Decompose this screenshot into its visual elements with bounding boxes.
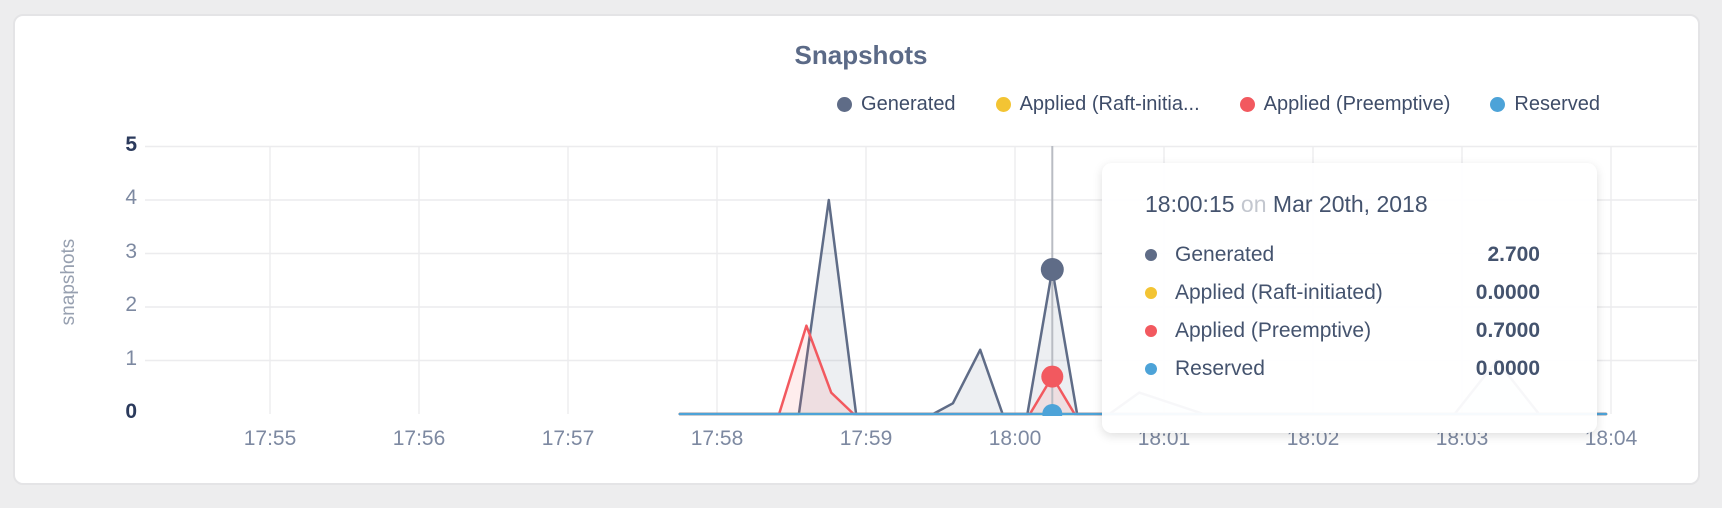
tooltip-series-value: 2.700: [1487, 243, 1540, 266]
hover-marker-generated: [1040, 258, 1064, 281]
tooltip-series-value: 0.0000: [1475, 281, 1540, 304]
tooltip-connector: on: [1240, 191, 1267, 217]
legend-item-label: Reserved: [1514, 93, 1600, 115]
tooltip-row-applied-raft-initiated: Applied (Raft-initiated) 0.0000: [1145, 274, 1540, 312]
tooltip-time: 18:00:15: [1145, 191, 1235, 217]
tooltip-series-label: Applied (Raft-initiated): [1175, 281, 1383, 304]
tooltip-series-label: Generated: [1175, 243, 1275, 266]
tooltip-series-dot-icon: [1145, 287, 1157, 299]
y-tick-label: 3: [125, 239, 137, 263]
hover-tooltip: 18:00:15 on Mar 20th, 2018 Generated 2.70…: [1102, 163, 1597, 433]
x-tick-label: 17:59: [839, 427, 893, 450]
x-tick-label: 17:58: [690, 427, 744, 450]
legend-item-label: Generated: [861, 93, 956, 115]
tooltip-series-dot-icon: [1145, 249, 1157, 261]
tooltip-series-value: 0.7000: [1475, 319, 1540, 342]
tooltip-header: 18:00:15 on Mar 20th, 2018: [1145, 191, 1540, 218]
hover-marker-applied-preemptive: [1041, 365, 1064, 388]
x-tick-label: 17:55: [243, 427, 297, 450]
tooltip-series-dot-icon: [1145, 363, 1157, 375]
x-tick-label: 17:57: [541, 427, 595, 450]
legend-swatch-icon: [837, 97, 853, 112]
legend-item-label: Applied (Raft-initia...: [1019, 93, 1200, 115]
legend-swatch-icon: [1490, 97, 1506, 112]
tooltip-row-generated: Generated 2.700: [1145, 236, 1540, 274]
y-tick-label: 0: [125, 400, 137, 423]
legend-item-generated[interactable]: Generated: [837, 93, 956, 116]
tooltip-series-value: 0.0000: [1475, 357, 1540, 380]
tooltip-date: Mar 20th, 2018: [1272, 191, 1428, 217]
tooltip-row-reserved: Reserved 0.0000: [1145, 350, 1540, 388]
x-tick-label: 17:56: [392, 427, 446, 450]
tooltip-row-applied-preemptive: Applied (Preemptive) 0.7000: [1145, 312, 1540, 350]
chart-title: Snapshots: [794, 40, 928, 70]
legend-item-reserved[interactable]: Reserved: [1490, 93, 1600, 116]
legend-item-applied-preemptive[interactable]: Applied (Preemptive): [1239, 93, 1451, 116]
tooltip-rows: Generated 2.700 Applied (Raft-initiated) 0.…: [1145, 236, 1540, 388]
x-tick-label: 18:04: [1584, 427, 1638, 450]
x-tick-label: 18:00: [988, 427, 1042, 450]
y-axis-title: snapshots: [58, 238, 79, 326]
y-tick-label: 4: [125, 186, 137, 209]
legend-swatch-icon: [1239, 97, 1255, 112]
tooltip-series-label: Reserved: [1175, 357, 1265, 380]
hover-marker-reserved: [1042, 404, 1063, 416]
y-tick-label: 2: [125, 293, 137, 316]
y-tick-label: 5: [125, 132, 137, 156]
tooltip-series-label: Applied (Preemptive): [1175, 319, 1372, 342]
y-tick-label: 1: [125, 346, 137, 370]
tooltip-series-dot-icon: [1145, 325, 1157, 337]
legend-item-label: Applied (Preemptive): [1263, 93, 1451, 115]
legend-item-applied-raft-initia[interactable]: Applied (Raft-initia...: [995, 93, 1200, 116]
legend-swatch-icon: [995, 97, 1011, 112]
chart-legend: Generated Applied (Raft-initia... Applied …: [837, 93, 1600, 116]
